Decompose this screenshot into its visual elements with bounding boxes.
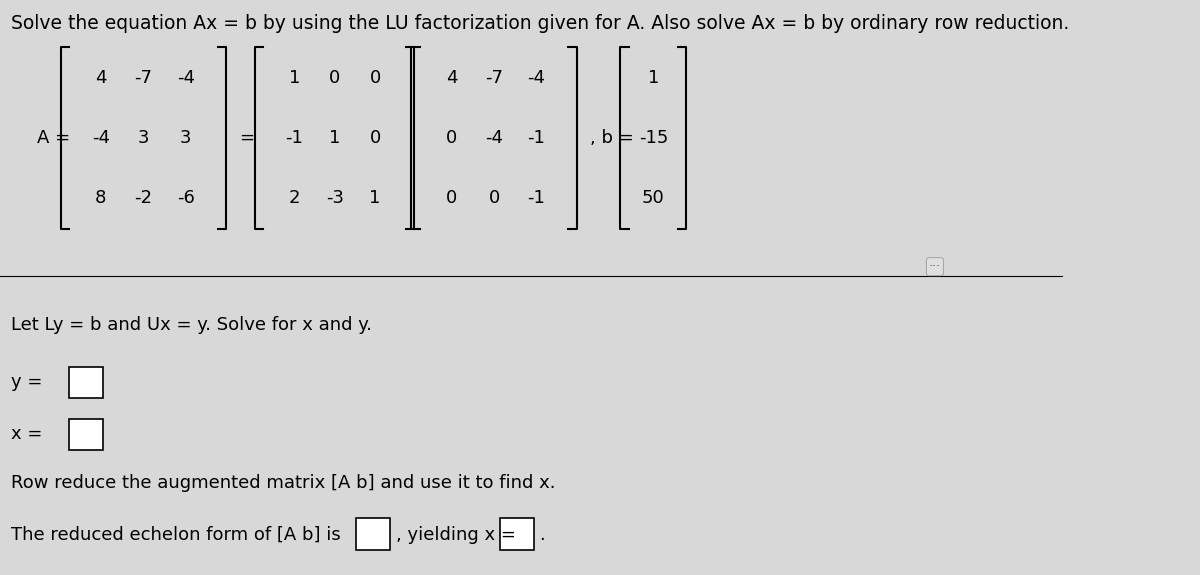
Text: The reduced echelon form of [A b] is: The reduced echelon form of [A b] is — [11, 526, 341, 544]
Text: y =: y = — [11, 373, 42, 392]
Text: Let Ly = b and Ux = y. Solve for x and y.: Let Ly = b and Ux = y. Solve for x and y… — [11, 316, 372, 334]
Text: , yielding x =: , yielding x = — [396, 526, 516, 544]
Text: , b =: , b = — [589, 129, 634, 147]
Text: -4: -4 — [528, 68, 546, 87]
Text: 1: 1 — [370, 189, 380, 208]
Text: -6: -6 — [176, 189, 194, 208]
Text: -2: -2 — [134, 189, 152, 208]
Text: -4: -4 — [485, 129, 503, 147]
Text: 0: 0 — [329, 68, 341, 87]
Text: -15: -15 — [638, 129, 668, 147]
Text: .: . — [539, 526, 545, 544]
Text: -7: -7 — [134, 68, 152, 87]
Text: Row reduce the augmented matrix [A b] and use it to find x.: Row reduce the augmented matrix [A b] an… — [11, 474, 556, 492]
Text: 2: 2 — [288, 189, 300, 208]
Text: -3: -3 — [325, 189, 343, 208]
FancyBboxPatch shape — [70, 367, 103, 398]
FancyBboxPatch shape — [70, 419, 103, 450]
Text: -7: -7 — [485, 68, 503, 87]
Text: -1: -1 — [528, 129, 546, 147]
Text: 1: 1 — [329, 129, 341, 147]
Text: 1: 1 — [289, 68, 300, 87]
FancyBboxPatch shape — [500, 518, 534, 550]
Text: x =: x = — [11, 425, 42, 443]
Text: ···: ··· — [929, 260, 941, 273]
Text: 4: 4 — [95, 68, 107, 87]
Text: 50: 50 — [642, 189, 665, 208]
Text: 0: 0 — [488, 189, 499, 208]
Text: 0: 0 — [446, 129, 457, 147]
Text: 0: 0 — [446, 189, 457, 208]
Text: A =: A = — [37, 129, 71, 147]
Text: 0: 0 — [370, 68, 380, 87]
Text: -1: -1 — [286, 129, 304, 147]
Text: 4: 4 — [445, 68, 457, 87]
Text: 3: 3 — [138, 129, 149, 147]
Text: -1: -1 — [528, 189, 546, 208]
Text: -4: -4 — [176, 68, 194, 87]
Text: Solve the equation Ax = b by using the LU factorization given for A. Also solve : Solve the equation Ax = b by using the L… — [11, 14, 1069, 33]
Text: 1: 1 — [648, 68, 659, 87]
Text: =: = — [239, 129, 254, 147]
Text: 8: 8 — [95, 189, 107, 208]
Text: 3: 3 — [180, 129, 192, 147]
Text: 0: 0 — [370, 129, 380, 147]
FancyBboxPatch shape — [356, 518, 390, 550]
Text: -4: -4 — [92, 129, 110, 147]
